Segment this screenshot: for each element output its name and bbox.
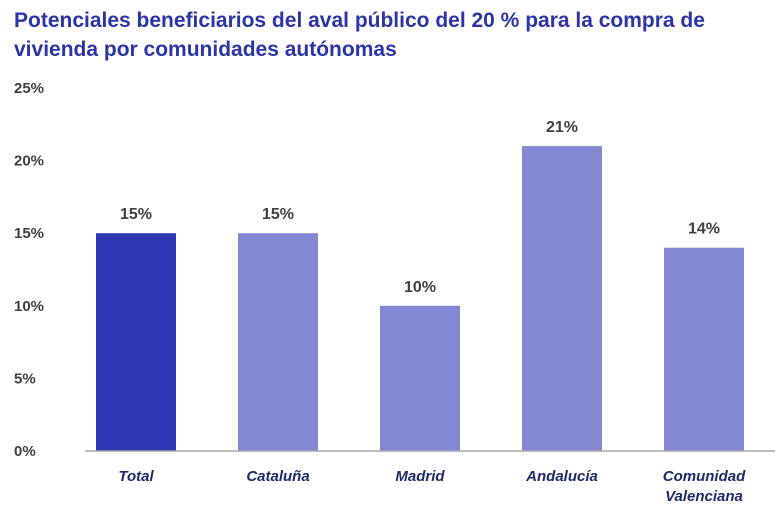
- data-label: 15%: [120, 206, 152, 223]
- y-tick-label: 20%: [14, 153, 44, 170]
- bar: [522, 146, 602, 451]
- bar: [380, 305, 460, 451]
- y-tick-label: 0%: [14, 443, 36, 460]
- y-tick-label: 10%: [14, 298, 44, 315]
- x-tick-label: Cataluña: [246, 468, 309, 485]
- x-tick-label: Andalucía: [525, 468, 598, 485]
- y-tick-label: 25%: [14, 80, 44, 97]
- x-tick-label: Total: [118, 468, 154, 485]
- bar: [664, 247, 744, 451]
- data-label: 21%: [546, 119, 578, 136]
- x-tick-label: Madrid: [395, 468, 445, 485]
- y-tick-label: 15%: [14, 225, 44, 242]
- bar: [96, 233, 176, 451]
- data-label: 15%: [262, 206, 294, 223]
- data-label: 10%: [404, 279, 436, 296]
- bar: [238, 233, 318, 451]
- x-tick-label: Comunidad Valenciana: [663, 468, 746, 505]
- data-label: 14%: [688, 221, 720, 238]
- y-tick-label: 5%: [14, 370, 36, 387]
- chart-title: Potenciales beneficiarios del aval públi…: [14, 9, 705, 61]
